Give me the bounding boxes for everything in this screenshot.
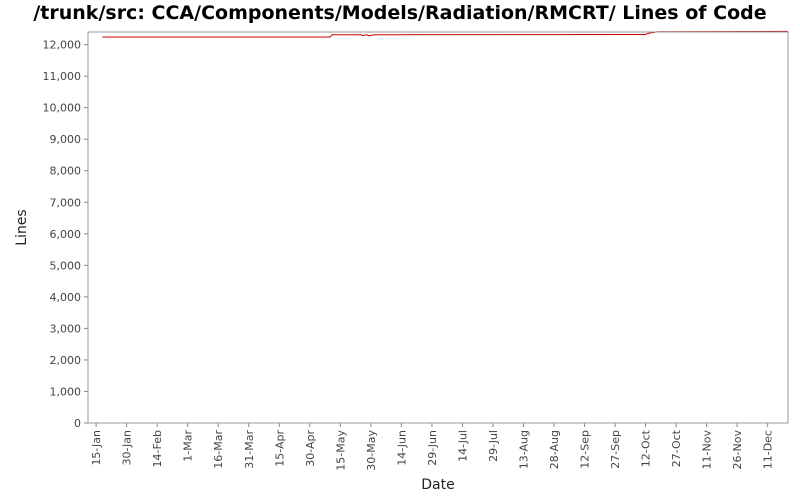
chart-title: /trunk/src: CCA/Components/Models/Radiat… (33, 2, 767, 24)
y-tick-label: 0 (74, 417, 81, 430)
x-tick-label: 27-Oct (670, 429, 683, 467)
x-tick-label: 30-May (365, 430, 378, 471)
y-tick-label: 2,000 (50, 354, 82, 367)
y-tick-label: 7,000 (50, 196, 82, 209)
x-axis-title: Date (421, 477, 454, 493)
x-axis: 15-Jan 30-Jan 14-Feb 1-Mar 16-Mar 31-Mar 15-Ap… (90, 423, 775, 471)
x-tick-label: 29-Jun (426, 430, 439, 466)
x-tick-label: 16-Mar (212, 430, 225, 469)
x-tick-label: 15-Jan (90, 430, 103, 466)
x-tick-label: 15-May (334, 430, 347, 471)
x-tick-label: 28-Aug (548, 430, 561, 469)
y-tick-label: 9,000 (50, 133, 82, 146)
y-tick-label: 8,000 (50, 165, 82, 178)
x-tick-label: 15-Apr (273, 430, 286, 467)
y-tick-label: 4,000 (50, 291, 82, 304)
x-tick-label: 12-Oct (640, 429, 653, 467)
y-tick-label: 10,000 (43, 102, 82, 115)
x-tick-label: 14-Jul (456, 430, 469, 462)
y-tick-label: 1,000 (50, 385, 82, 398)
y-tick-label: 11,000 (43, 70, 82, 83)
y-tick-label: 12,000 (43, 39, 82, 52)
x-tick-label: 31-Mar (243, 430, 256, 469)
plot-frame (87, 31, 789, 424)
x-tick-label: 27-Sep (609, 430, 622, 469)
x-tick-label: 12-Sep (579, 430, 592, 469)
x-tick-label: 11-Nov (701, 430, 714, 470)
x-tick-label: 30-Apr (304, 430, 317, 467)
y-tick-label: 3,000 (50, 322, 82, 335)
y-axis-title: Lines (14, 209, 30, 245)
x-tick-label: 1-Mar (182, 430, 195, 462)
x-tick-label: 14-Jun (395, 430, 408, 466)
x-tick-label: 11-Dec (762, 430, 775, 469)
x-tick-label: 13-Aug (517, 430, 530, 469)
x-tick-label: 14-Feb (151, 430, 164, 467)
x-tick-label: 26-Nov (731, 430, 744, 470)
x-tick-label: 29-Jul (487, 430, 500, 462)
y-tick-label: 5,000 (50, 259, 82, 272)
y-axis: 0 1,000 2,000 3,000 4,000 5,000 6,000 7,000 8,00… (43, 39, 88, 430)
x-tick-label: 30-Jan (121, 430, 134, 466)
y-tick-label: 6,000 (50, 228, 82, 241)
